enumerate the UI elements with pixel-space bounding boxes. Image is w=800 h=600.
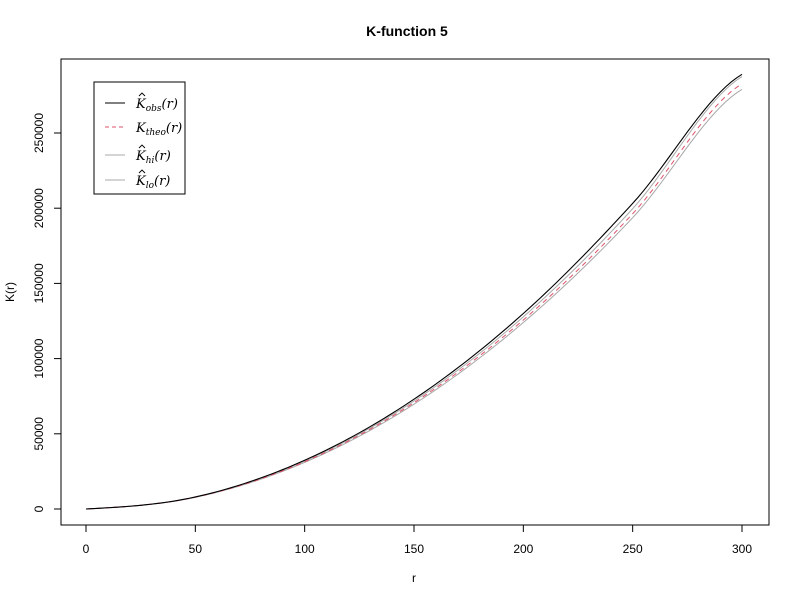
x-tick-label: 300 bbox=[732, 542, 752, 556]
x-tick-label: 0 bbox=[83, 542, 90, 556]
legend-label-theo: Ktheo(r) bbox=[135, 121, 182, 138]
legend-box bbox=[93, 81, 186, 195]
legend: Kobs(r) Ktheo(r) Khi(r) Klo(r) bbox=[93, 81, 186, 195]
x-axis: 0 50 100 150 200 250 300 bbox=[83, 524, 752, 556]
x-tick-label: 100 bbox=[295, 542, 315, 556]
y-tick-label: 100000 bbox=[32, 338, 46, 378]
x-axis-label: r bbox=[412, 571, 416, 585]
y-axis-label: K(r) bbox=[3, 282, 17, 302]
series-layer bbox=[85, 73, 743, 510]
y-tick-label: 0 bbox=[32, 505, 46, 512]
legend-label-obs: Kobs(r) bbox=[135, 97, 178, 114]
y-tick-label: 50000 bbox=[32, 417, 46, 451]
legend-hat-hi bbox=[138, 144, 146, 149]
legend-label-hi: Khi(r) bbox=[135, 149, 171, 166]
legend-hat-lo bbox=[138, 169, 146, 174]
y-tick-label: 150000 bbox=[32, 263, 46, 303]
legend-label-lo: Klo(r) bbox=[135, 174, 170, 191]
x-tick-label: 50 bbox=[189, 542, 203, 556]
x-tick-label: 150 bbox=[404, 542, 424, 556]
y-axis: 0 50000 100000 150000 200000 250000 bbox=[32, 113, 62, 512]
legend-hat-obs bbox=[138, 92, 146, 97]
chart-title: K-function 5 bbox=[366, 23, 448, 39]
y-tick-label: 250000 bbox=[32, 113, 46, 153]
x-tick-label: 250 bbox=[623, 542, 643, 556]
series-line-obs bbox=[85, 73, 743, 510]
y-tick-label: 200000 bbox=[32, 188, 46, 228]
x-tick-label: 200 bbox=[513, 542, 533, 556]
